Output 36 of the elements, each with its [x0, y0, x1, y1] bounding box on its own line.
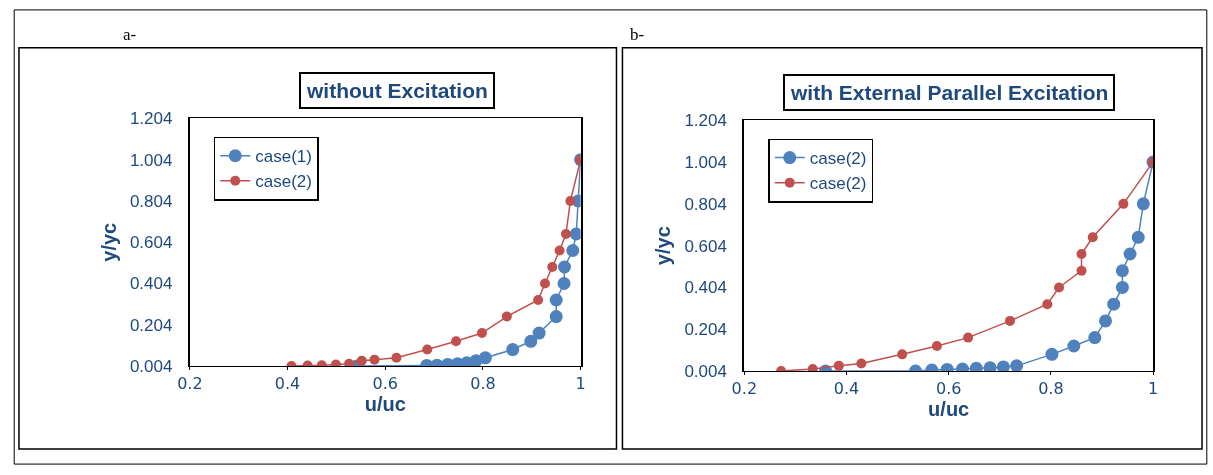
y-tick-label: 0.004 — [129, 357, 173, 376]
y-tick-label: 0.404 — [129, 274, 173, 294]
x-tick-label: 0.6 — [372, 374, 398, 394]
y-tick-label: 0.204 — [684, 320, 727, 340]
x-tick-label: 1 — [575, 374, 586, 394]
y-axis-title: y/yc — [652, 226, 675, 266]
y-tick-label: 1.204 — [129, 109, 173, 129]
x-tick-label: 0.8 — [1038, 379, 1064, 399]
y-tick-label: 0.004 — [684, 362, 727, 382]
y-tick-label: 0.404 — [684, 278, 727, 298]
legend-label: case(2) — [809, 174, 867, 194]
y-tick-label: 0.604 — [684, 236, 727, 256]
y-tick-label: 0.804 — [129, 191, 173, 211]
legend-label: case(2) — [809, 149, 867, 169]
x-tick-label: 0.6 — [935, 379, 962, 399]
y-axis-title: y/yc — [97, 222, 120, 262]
chart-title: without Excitation — [306, 79, 488, 102]
x-tick-label: 1 — [1147, 379, 1159, 399]
chart-title: with External Parallel Excitation — [790, 81, 1109, 104]
y-tick-label: 0.804 — [684, 194, 727, 214]
legend-label: case(2) — [255, 172, 312, 192]
x-axis-title: u/uc — [364, 393, 406, 416]
y-tick-label: 1.004 — [684, 153, 727, 173]
x-tick-label: 0.2 — [177, 374, 203, 394]
x-tick-label: 0.4 — [833, 379, 860, 399]
x-tick-label: 0.8 — [470, 374, 496, 394]
x-tick-label: 0.4 — [274, 374, 301, 394]
legend-label: case(1) — [255, 147, 312, 167]
y-tick-label: 1.204 — [684, 111, 727, 131]
y-tick-label: 1.004 — [129, 150, 173, 170]
y-tick-label: 0.204 — [129, 315, 173, 335]
text: a- — [123, 25, 137, 44]
x-tick-label: 0.2 — [731, 379, 758, 399]
text: b- — [630, 25, 645, 44]
y-tick-label: 0.604 — [129, 233, 173, 253]
x-axis-title: u/uc — [928, 398, 970, 421]
